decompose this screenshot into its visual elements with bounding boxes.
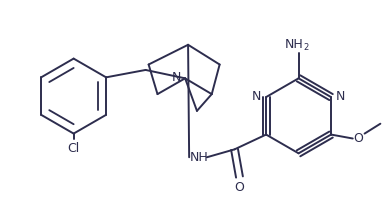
Text: NH: NH (190, 150, 208, 163)
Text: N: N (252, 89, 261, 102)
Text: N: N (336, 89, 346, 102)
Text: Cl: Cl (67, 141, 80, 154)
Text: O: O (354, 131, 364, 144)
Text: N: N (171, 70, 181, 83)
Text: NH: NH (285, 38, 304, 51)
Text: 2: 2 (304, 43, 309, 52)
Text: O: O (235, 180, 245, 193)
